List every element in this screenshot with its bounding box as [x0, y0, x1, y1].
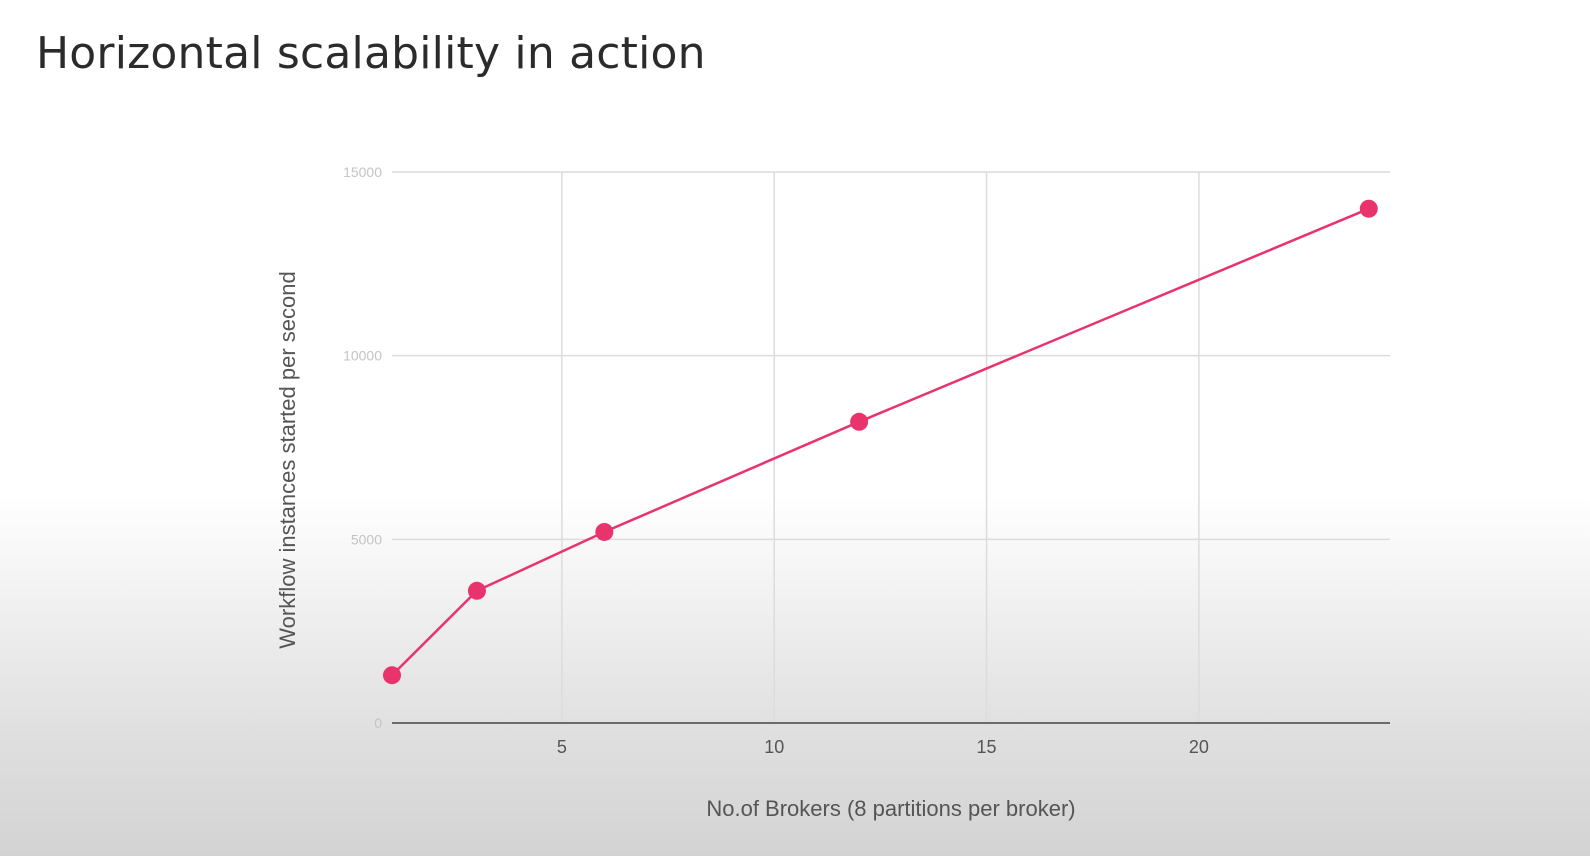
slide-title: Horizontal scalability in action	[36, 28, 706, 79]
x-tick-label: 20	[1189, 737, 1209, 757]
y-tick-label: 15000	[343, 164, 382, 180]
y-tick-label: 0	[374, 715, 382, 731]
data-point	[467, 581, 486, 600]
grid-lines	[392, 171, 1390, 723]
data-point	[383, 666, 401, 685]
y-tick-label: 5000	[351, 531, 382, 547]
y-tick-label: 10000	[343, 348, 382, 364]
data-points	[383, 199, 1378, 685]
x-axis-title: No.of Brokers (8 partitions per broker)	[706, 796, 1075, 821]
data-point	[850, 412, 869, 431]
x-tick-label: 5	[557, 737, 567, 757]
tick-labels: 0 5000 10000 15000 5 10 15 20	[343, 164, 1209, 757]
x-tick-label: 10	[764, 737, 784, 757]
data-point	[595, 522, 614, 541]
data-point	[1359, 199, 1378, 218]
x-tick-label: 15	[977, 737, 997, 757]
y-axis-title: Workflow instances started per second	[275, 271, 300, 648]
series-line	[391, 207, 1370, 677]
series-lines	[391, 207, 1370, 677]
